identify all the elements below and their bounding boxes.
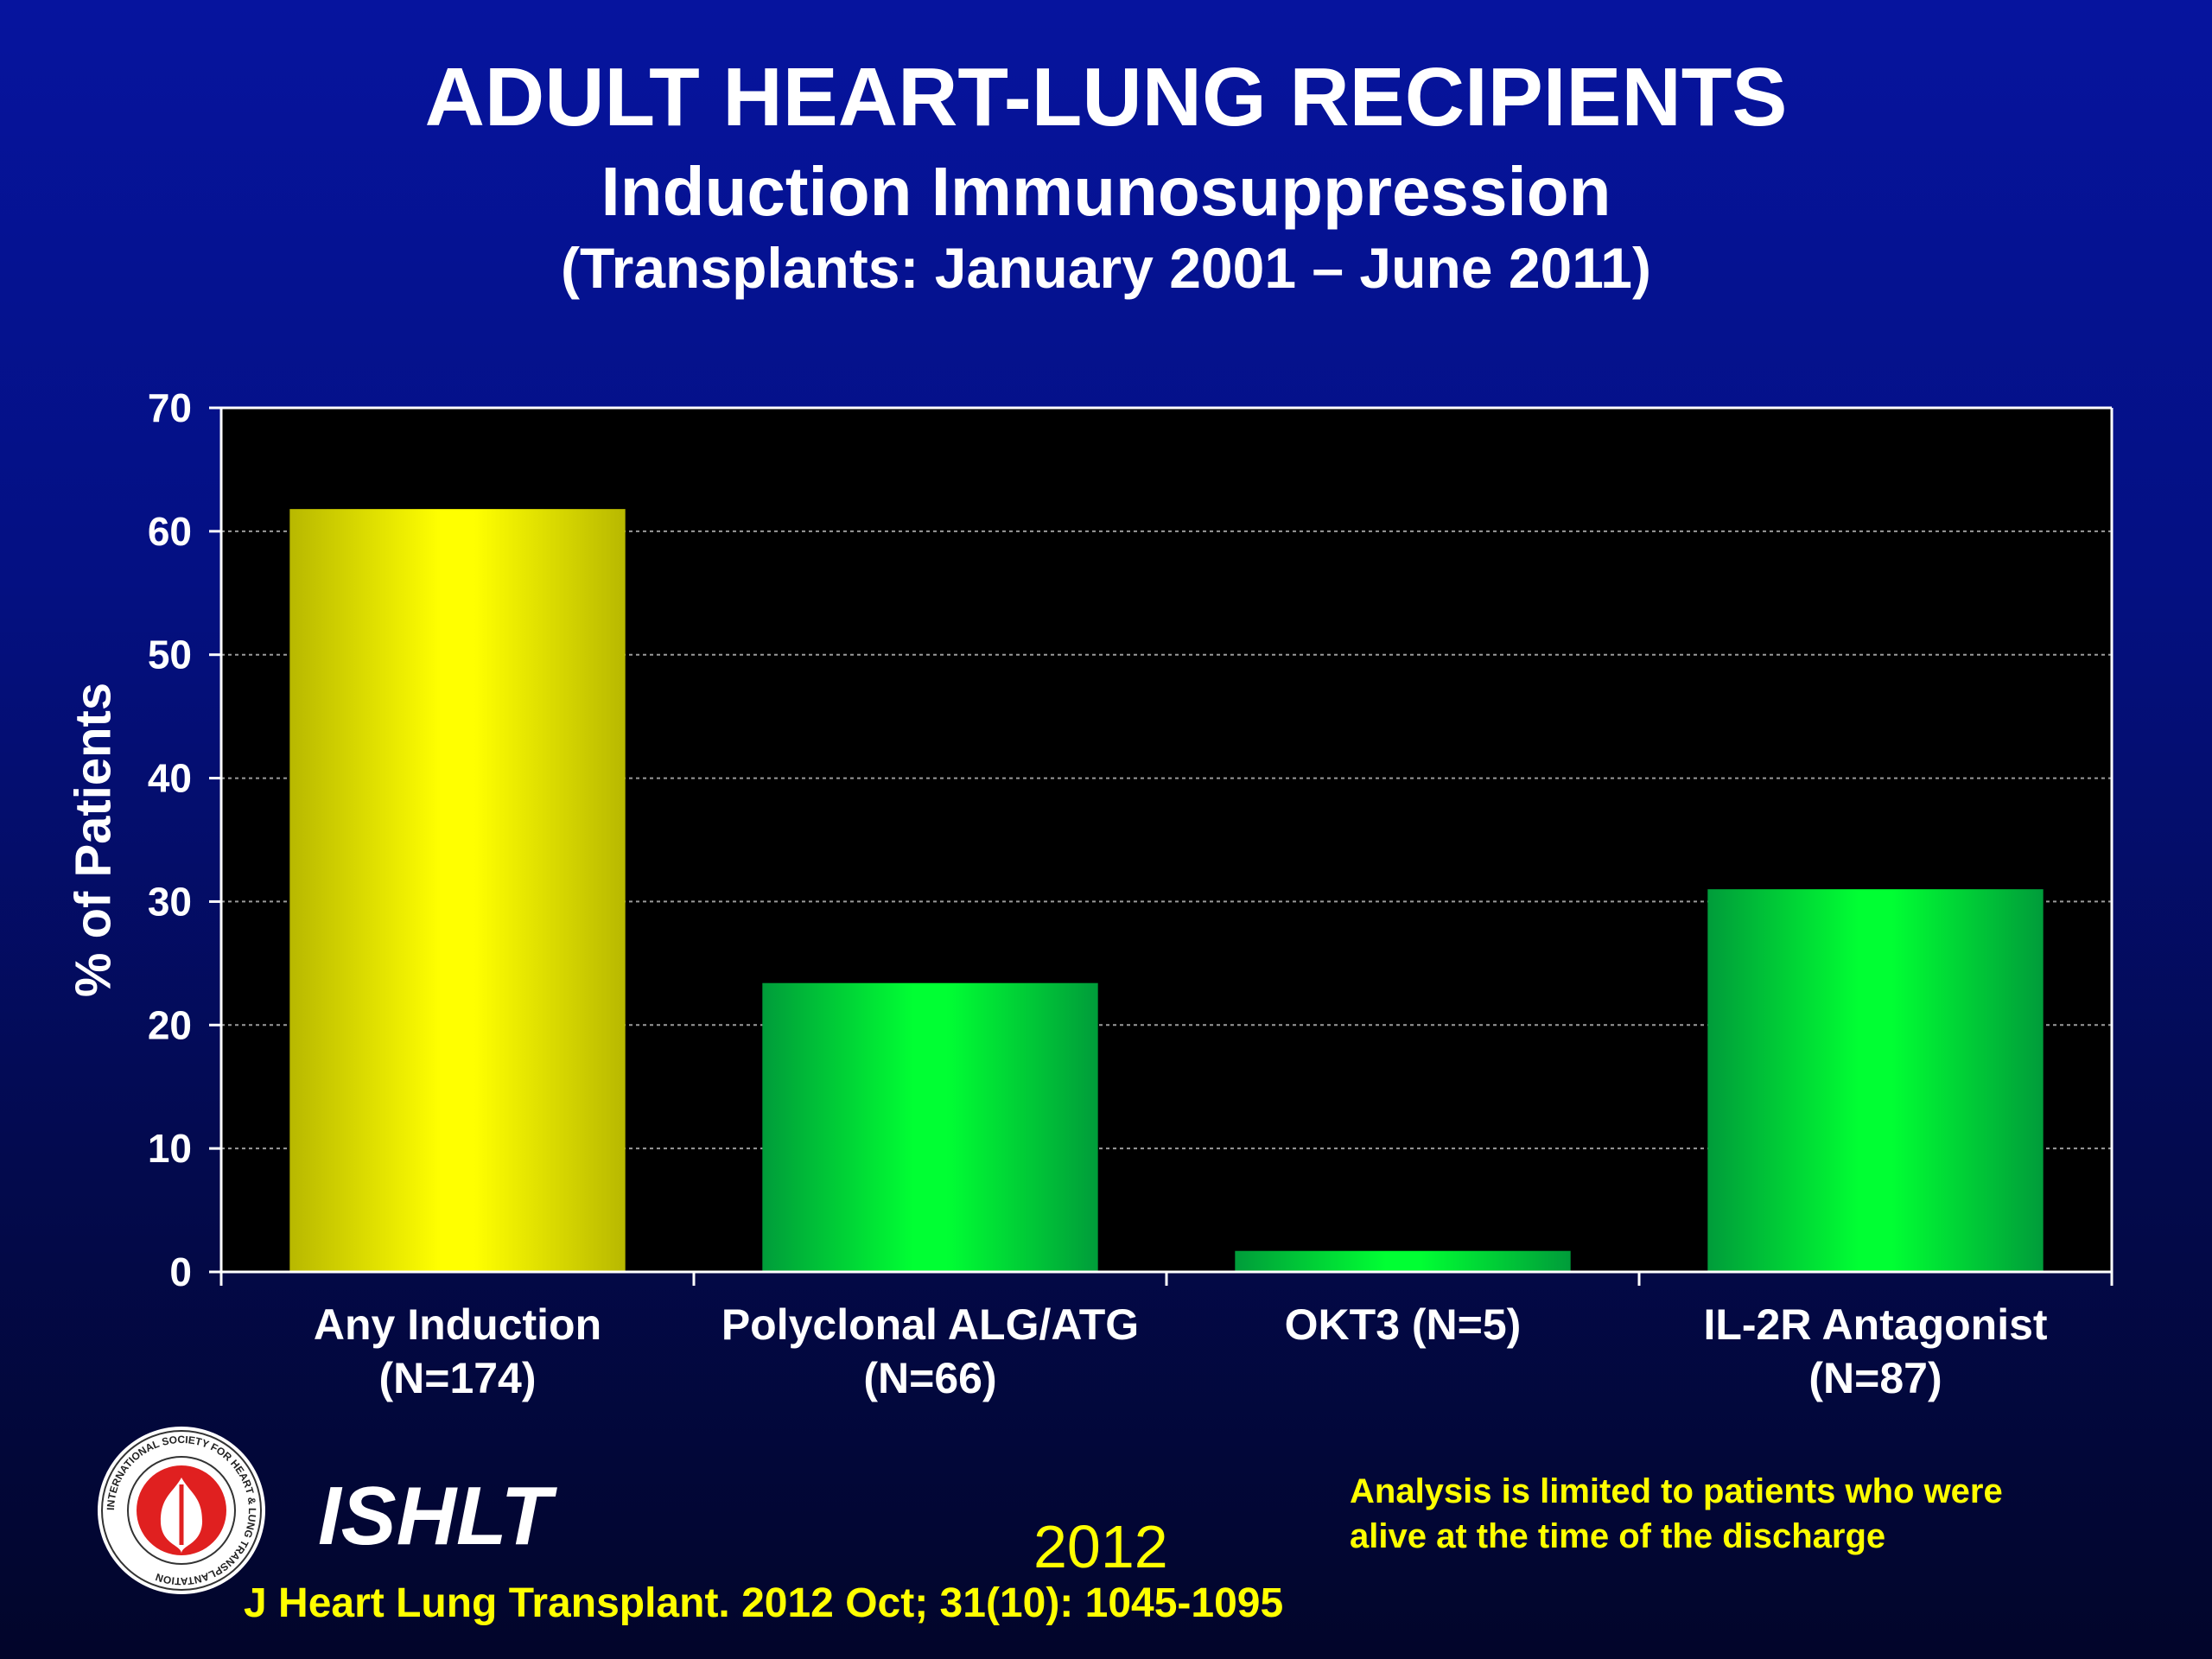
y-tick-label: 20: [148, 1002, 192, 1047]
x-category-line1: Polyclonal ALG/ATG: [721, 1300, 1140, 1349]
ishlt-logo: INTERNATIONAL SOCIETY FOR HEART & LUNG T…: [98, 1427, 265, 1594]
x-category-label: OKT3 (N=5): [1161, 1298, 1645, 1351]
x-category-label: Any Induction (N=174): [216, 1298, 700, 1405]
y-tick-label: 40: [148, 756, 192, 801]
y-axis-label: % of Patients: [65, 682, 122, 998]
bar: [762, 982, 1098, 1272]
x-category-label: IL-2R Antagonist (N=87): [1634, 1298, 2118, 1405]
bar: [1235, 1250, 1571, 1272]
x-category-line1: Any Induction: [313, 1300, 602, 1349]
y-tick-label: 50: [148, 632, 192, 677]
grid-lines: [221, 406, 2112, 1150]
y-tick-label: 60: [148, 509, 192, 554]
chart-title: ADULT HEART-LUNG RECIPIENTS: [424, 51, 1788, 143]
footnote-line-2: alive at the time of the discharge: [1350, 1517, 1886, 1555]
x-category-label: Polyclonal ALG/ATG (N=66): [689, 1298, 1173, 1405]
bars: [289, 509, 2044, 1272]
citation: J Heart Lung Transplant. 2012 Oct; 31(10…: [244, 1580, 1284, 1626]
chart-subtitle: Induction Immunosuppression: [601, 153, 1611, 230]
x-category-line1: IL-2R Antagonist: [1703, 1300, 2048, 1349]
bar: [289, 509, 626, 1272]
x-category-line2: (N=174): [378, 1354, 537, 1402]
footnote-line-1: Analysis is limited to patients who were: [1350, 1472, 2003, 1510]
year-label: 2012: [1033, 1513, 1168, 1580]
axes: 0 10 20 30 40 50 60 70: [148, 385, 2113, 1294]
y-tick-label: 70: [148, 385, 192, 430]
x-category-line2: (N=87): [1808, 1354, 1942, 1402]
x-category-line1: OKT3 (N=5): [1284, 1300, 1522, 1349]
bar: [1707, 889, 2044, 1272]
org-name: ISHLT: [318, 1470, 552, 1562]
chart-date-range: (Transplants: January 2001 – June 2011): [561, 236, 1651, 300]
footnote: Analysis is limited to patients who were…: [1350, 1469, 2003, 1559]
y-tick-label: 0: [169, 1249, 192, 1294]
x-category-line2: (N=66): [863, 1354, 997, 1402]
y-tick-label: 30: [148, 879, 192, 924]
y-tick-label: 10: [148, 1126, 192, 1171]
